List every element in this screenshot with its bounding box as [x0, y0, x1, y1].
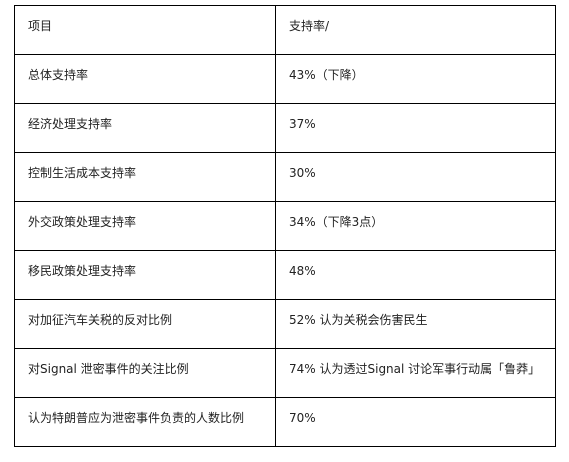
- table-header-row: 项目 支持率/: [14, 5, 556, 55]
- row-value-cell: 52% 认为关税会伤害民生: [275, 299, 556, 349]
- row-label-cell: 移民政策处理支持率: [14, 250, 276, 300]
- row-label-cell: 控制生活成本支持率: [14, 152, 276, 202]
- row-label: 对加征汽车关税的反对比例: [28, 313, 173, 327]
- row-value-cell: 48%: [275, 250, 556, 300]
- row-value: 30%: [289, 166, 316, 180]
- row-label-cell: 经济处理支持率: [14, 103, 276, 153]
- header-cell-rate: 支持率/: [275, 5, 556, 55]
- row-label: 对Signal 泄密事件的关注比例: [28, 362, 189, 376]
- table-row: 控制生活成本支持率 30%: [14, 152, 556, 202]
- header-rate-label: 支持率/: [289, 19, 330, 33]
- row-value: 52% 认为关税会伤害民生: [289, 313, 428, 327]
- row-label: 外交政策处理支持率: [28, 215, 137, 229]
- row-value-cell: 74% 认为透过Signal 讨论军事行动属「鲁莽」: [275, 348, 556, 398]
- table-row: 外交政策处理支持率 34%（下降3点）: [14, 201, 556, 251]
- row-label: 经济处理支持率: [28, 117, 113, 131]
- row-value-cell: 37%: [275, 103, 556, 153]
- row-value: 43%（下降）: [289, 68, 364, 82]
- row-label-cell: 认为特朗普应为泄密事件负责的人数比例: [14, 397, 276, 447]
- row-value-cell: 43%（下降）: [275, 54, 556, 104]
- table-row: 对Signal 泄密事件的关注比例 74% 认为透过Signal 讨论军事行动属…: [14, 348, 556, 398]
- row-value: 34%（下降3点）: [289, 215, 384, 229]
- row-label-cell: 总体支持率: [14, 54, 276, 104]
- row-value: 48%: [289, 264, 316, 278]
- row-value-cell: 30%: [275, 152, 556, 202]
- row-label-cell: 对Signal 泄密事件的关注比例: [14, 348, 276, 398]
- header-item-label: 项目: [28, 19, 53, 33]
- table-row: 对加征汽车关税的反对比例 52% 认为关税会伤害民生: [14, 299, 556, 349]
- table-row: 总体支持率 43%（下降）: [14, 54, 556, 104]
- table-row: 认为特朗普应为泄密事件负责的人数比例 70%: [14, 397, 556, 447]
- table-row: 经济处理支持率 37%: [14, 103, 556, 153]
- row-label: 控制生活成本支持率: [28, 166, 137, 180]
- row-value: 74% 认为透过Signal 讨论军事行动属「鲁莽」: [289, 362, 541, 376]
- approval-table: 项目 支持率/ 总体支持率 43%（下降） 经济处理支持率 37% 控制生活成本…: [14, 5, 556, 447]
- header-cell-item: 项目: [14, 5, 276, 55]
- row-label: 认为特朗普应为泄密事件负责的人数比例: [28, 411, 245, 425]
- row-label-cell: 对加征汽车关税的反对比例: [14, 299, 276, 349]
- approval-table-container: 项目 支持率/ 总体支持率 43%（下降） 经济处理支持率 37% 控制生活成本…: [14, 5, 556, 447]
- row-value: 37%: [289, 117, 316, 131]
- row-label: 总体支持率: [28, 68, 89, 82]
- row-label: 移民政策处理支持率: [28, 264, 137, 278]
- table-row: 移民政策处理支持率 48%: [14, 250, 556, 300]
- row-value: 70%: [289, 411, 316, 425]
- row-value-cell: 34%（下降3点）: [275, 201, 556, 251]
- row-label-cell: 外交政策处理支持率: [14, 201, 276, 251]
- row-value-cell: 70%: [275, 397, 556, 447]
